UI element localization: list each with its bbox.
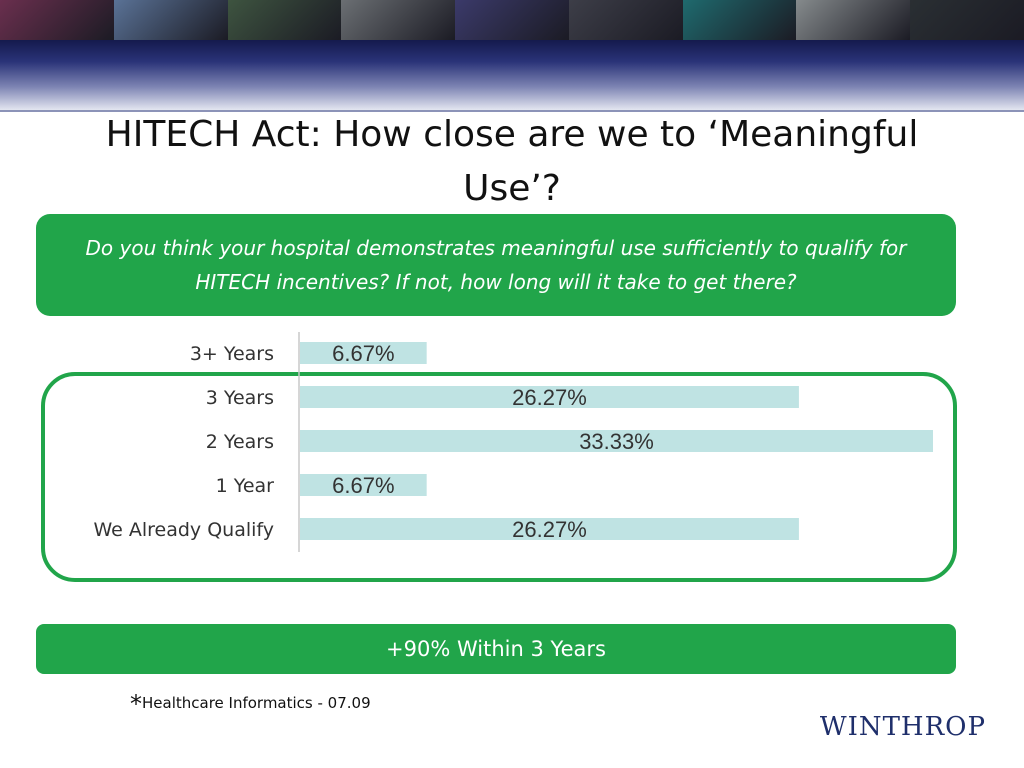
banner-gradient-band (0, 40, 1024, 112)
banner-tile (455, 0, 569, 40)
category-label: 3+ Years (190, 343, 274, 365)
header-banner (0, 0, 1024, 112)
question-box: Do you think your hospital demonstrates … (36, 214, 956, 316)
value-label: 6.67% (332, 341, 394, 366)
category-label: 2 Years (206, 431, 274, 453)
slide-title: HITECH Act: How close are we to ‘Meaning… (105, 114, 919, 209)
summary-text: +90% Within 3 Years (386, 637, 606, 661)
value-label: 33.33% (579, 429, 654, 454)
value-label: 26.27% (512, 385, 587, 410)
category-label: 1 Year (216, 475, 275, 497)
category-label: 3 Years (206, 387, 274, 409)
survey-question: Do you think your hospital demonstrates … (85, 236, 907, 294)
banner-tile (113, 0, 228, 40)
banner-tile (341, 0, 456, 40)
category-label: We Already Qualify (93, 519, 274, 541)
banner-tile (0, 0, 114, 40)
bar (300, 430, 933, 452)
winthrop-logo: WINTHROP (819, 712, 986, 742)
banner-tile (568, 0, 683, 40)
value-label: 6.67% (332, 473, 394, 498)
chart-highlight-outline (41, 372, 957, 582)
banner-divider (0, 110, 1024, 112)
bar (300, 474, 427, 496)
banner-tile (682, 0, 797, 40)
source-asterisk: * (130, 690, 142, 718)
banner-image-strip (0, 0, 1024, 40)
banner-tile (227, 0, 342, 40)
banner-tile (910, 0, 1024, 40)
banner-tile (796, 0, 911, 40)
source-text: Healthcare Informatics - 07.09 (142, 694, 371, 712)
source-citation: *Healthcare Informatics - 07.09 (130, 690, 371, 718)
bar (300, 342, 427, 364)
bar (300, 518, 799, 540)
summary-box: +90% Within 3 Years (36, 624, 956, 674)
bar (300, 386, 799, 408)
value-label: 26.27% (512, 517, 587, 542)
